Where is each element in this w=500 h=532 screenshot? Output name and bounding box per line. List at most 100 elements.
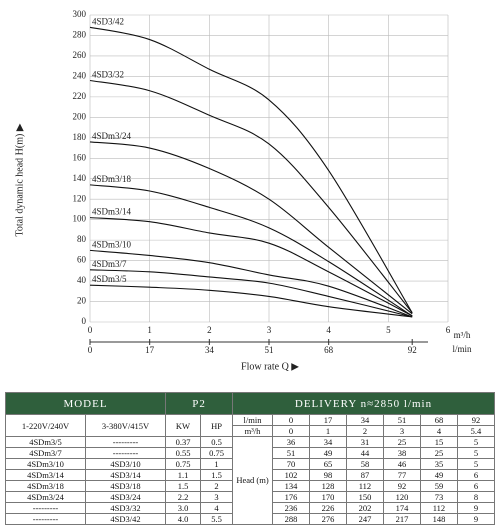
table-cell: 98 — [309, 469, 347, 481]
data-row: --------- 4SD3/32 3.0 4 236 226 202 174 112 9 — [5, 502, 496, 514]
table-cell: 58 — [345, 458, 384, 470]
table-cell: 4SDm3/5 — [5, 436, 86, 448]
chart: Total dynamic head H(m) ▶ Flow rate Q ▶ … — [14, 9, 472, 372]
y-tick-label: 280 — [73, 30, 87, 40]
table-cell: 0 — [272, 425, 310, 437]
curve — [89, 217, 413, 317]
x-tick-label: 3 — [267, 325, 272, 335]
x2-unit: l/min — [452, 344, 472, 354]
curve-label: 4SDm3/10 — [92, 239, 132, 249]
x2-tick-label: 92 — [408, 345, 417, 355]
y-tick-label: 120 — [73, 193, 87, 203]
table-cell: 236 — [272, 502, 310, 514]
table-cell: 59 — [419, 480, 458, 492]
table-cell: 36 — [272, 436, 310, 448]
table-cell: 276 — [309, 513, 347, 525]
table-cell: 1 — [309, 425, 347, 437]
table-cell: 4SDm3/10 — [5, 458, 86, 470]
header-row: MODEL P2 DELIVERY n≈2850 l/min — [4, 392, 495, 415]
curve — [89, 26, 413, 314]
table-cell: Head (m) — [232, 436, 274, 525]
table-cell: 4SDm3/14 — [5, 469, 86, 481]
x2-tick-label: 68 — [324, 345, 334, 355]
table-cell: 4SD3/18 — [84, 480, 167, 492]
table-cell: 0 — [272, 414, 310, 426]
table-cell: 9 — [456, 513, 496, 525]
y-tick-label: 240 — [73, 70, 87, 80]
curve — [89, 269, 413, 318]
table-cell: 202 — [345, 502, 384, 514]
table-cell: 134 — [272, 480, 310, 492]
x-tick-label: 0 — [88, 325, 93, 335]
y-tick-label: 0 — [82, 316, 87, 326]
table-cell: 2 — [200, 480, 234, 492]
y-tick-label: 220 — [73, 91, 87, 101]
table-cell: 4SD3/32 — [84, 502, 167, 514]
table-cell: 148 — [419, 513, 458, 525]
x-unit: m³/h — [454, 330, 471, 340]
table-cell: 2 — [345, 425, 384, 437]
table-cell: 6 — [456, 469, 496, 481]
table-cell: 170 — [309, 491, 347, 503]
table-cell: 0.55 — [165, 447, 202, 459]
table-cell: 217 — [382, 513, 421, 525]
y-tick-label: 140 — [73, 173, 87, 183]
y-tick-label: 160 — [73, 152, 87, 162]
table-cell: 1-220V/240V — [5, 414, 86, 437]
table-cell: 1.5 — [200, 469, 234, 481]
table-cell: 4SDm3/24 — [5, 491, 86, 503]
table-cell: 3-380V/415V — [84, 414, 167, 437]
y-tick-label: 20 — [77, 296, 87, 306]
table-cell: 8 — [456, 491, 496, 503]
table-cell: 92 — [456, 414, 496, 426]
header-cell: DELIVERY n≈2850 l/min — [232, 392, 495, 415]
table-cell: 46 — [382, 458, 421, 470]
table-cell: 112 — [345, 480, 384, 492]
table-cell: --------- — [84, 447, 167, 459]
table-cell: 4 — [200, 502, 234, 514]
y-tick-label: 180 — [73, 132, 87, 142]
y-tick-label: 260 — [73, 50, 87, 60]
x2-tick-label: 17 — [145, 345, 155, 355]
table-cell: --------- — [84, 436, 167, 448]
curve — [89, 184, 413, 317]
data-row: 4SDm3/7 --------- 0.55 0.75 51 49 44 38 25 5 — [5, 447, 496, 459]
curve — [89, 79, 413, 314]
x-tick-label: 2 — [207, 325, 212, 335]
table-cell: m³/h — [232, 425, 274, 437]
table-cell: 4 — [419, 425, 458, 437]
header-cell: P2 — [165, 392, 234, 415]
table-cell: 5.4 — [456, 425, 496, 437]
table-cell: 35 — [419, 458, 458, 470]
table-cell: 1.5 — [165, 480, 202, 492]
table-cell: 34 — [345, 414, 384, 426]
curve-label: 4SD3/42 — [92, 16, 124, 26]
y-tick-label: 100 — [73, 214, 87, 224]
table-cell: 2.2 — [165, 491, 202, 503]
table-cell: 112 — [419, 502, 458, 514]
table-cell: 5 — [456, 436, 496, 448]
table-cell: 5.5 — [200, 513, 234, 525]
table-cell: HP — [200, 414, 234, 437]
curve-label: 4SDm3/24 — [92, 131, 132, 141]
table-cell: 4SD3/42 — [84, 513, 167, 525]
table-cell: 3 — [200, 491, 234, 503]
x-tick-label: 6 — [446, 325, 451, 335]
table-cell: 31 — [345, 436, 384, 448]
table-cell: 65 — [309, 458, 347, 470]
x-tick-label: 4 — [326, 325, 331, 335]
y-tick-label: 200 — [73, 111, 87, 121]
curve — [89, 284, 413, 318]
curve-label: 4SDm3/7 — [92, 259, 127, 269]
table-cell: 4SD3/10 — [84, 458, 167, 470]
table-cell: 70 — [272, 458, 310, 470]
table-cell: 174 — [382, 502, 421, 514]
table-cell: 9 — [456, 502, 496, 514]
y-tick-label: 300 — [73, 9, 87, 19]
table-cell: 247 — [345, 513, 384, 525]
spec-table: MODEL P2 DELIVERY n≈2850 l/min 1-220V/24… — [4, 392, 496, 525]
table-cell: 1 — [200, 458, 234, 470]
table-cell: 4SDm3/18 — [5, 480, 86, 492]
curve — [89, 141, 413, 315]
